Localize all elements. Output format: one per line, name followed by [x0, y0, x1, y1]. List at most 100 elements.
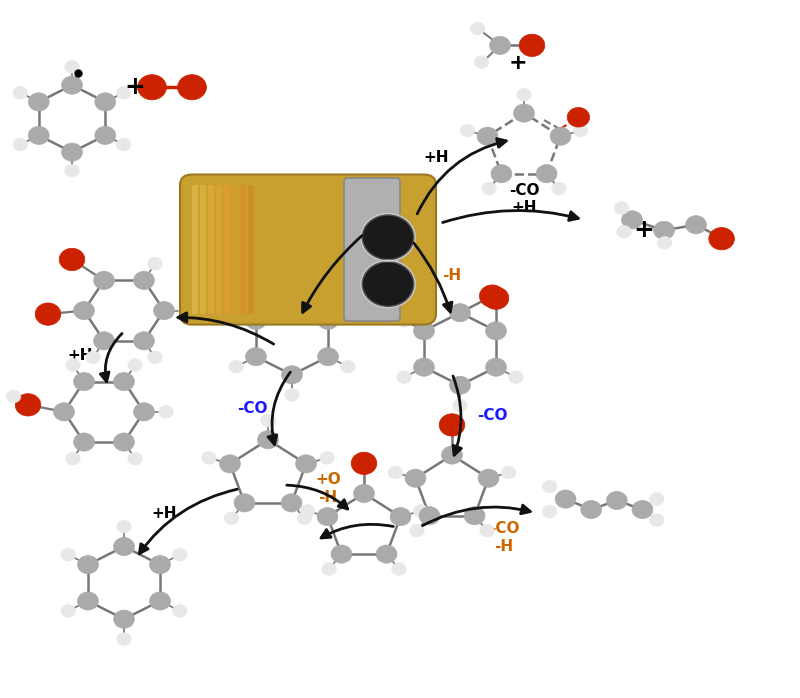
Circle shape	[322, 563, 336, 575]
Circle shape	[6, 390, 21, 403]
Circle shape	[460, 124, 474, 137]
Circle shape	[282, 366, 302, 384]
Circle shape	[567, 107, 590, 127]
Circle shape	[581, 500, 602, 519]
Circle shape	[128, 452, 142, 465]
Circle shape	[28, 93, 49, 111]
Circle shape	[229, 304, 243, 317]
Circle shape	[224, 512, 238, 525]
Circle shape	[62, 76, 82, 94]
Circle shape	[514, 104, 534, 122]
Circle shape	[15, 394, 41, 416]
Circle shape	[654, 221, 674, 239]
Circle shape	[14, 87, 28, 99]
Circle shape	[555, 490, 576, 508]
Circle shape	[574, 124, 588, 137]
Circle shape	[66, 452, 80, 465]
Circle shape	[35, 303, 61, 325]
Circle shape	[28, 126, 49, 144]
Circle shape	[478, 469, 499, 487]
Circle shape	[138, 75, 166, 100]
Circle shape	[134, 403, 154, 421]
Circle shape	[281, 493, 302, 512]
Circle shape	[490, 36, 510, 54]
Circle shape	[410, 524, 424, 537]
Circle shape	[300, 505, 314, 517]
Circle shape	[229, 360, 243, 373]
Circle shape	[519, 34, 545, 57]
Circle shape	[150, 556, 170, 574]
Circle shape	[234, 493, 255, 512]
Circle shape	[94, 272, 114, 290]
Circle shape	[388, 466, 402, 479]
Text: -CO: -CO	[477, 408, 507, 423]
Circle shape	[419, 507, 440, 525]
Text: -CO: -CO	[237, 401, 267, 416]
Text: +O
-H: +O -H	[315, 473, 341, 505]
Circle shape	[331, 545, 352, 563]
FancyBboxPatch shape	[232, 185, 238, 314]
FancyBboxPatch shape	[240, 185, 246, 314]
Circle shape	[78, 592, 98, 610]
Circle shape	[439, 414, 465, 436]
Circle shape	[450, 304, 470, 322]
Circle shape	[148, 258, 162, 270]
Circle shape	[298, 512, 312, 525]
FancyBboxPatch shape	[248, 185, 254, 314]
Circle shape	[173, 604, 187, 617]
Circle shape	[341, 360, 355, 373]
Circle shape	[54, 403, 74, 421]
Circle shape	[392, 563, 406, 575]
Circle shape	[477, 127, 498, 145]
Circle shape	[650, 514, 664, 526]
Circle shape	[414, 505, 428, 517]
Circle shape	[66, 359, 80, 371]
Text: -H: -H	[442, 268, 462, 283]
Circle shape	[650, 493, 664, 505]
Circle shape	[74, 433, 94, 451]
Circle shape	[298, 280, 324, 302]
Circle shape	[617, 225, 631, 238]
Circle shape	[470, 22, 485, 35]
Circle shape	[114, 373, 134, 391]
Circle shape	[658, 237, 672, 249]
Circle shape	[14, 138, 28, 151]
Circle shape	[464, 507, 485, 525]
Circle shape	[285, 389, 299, 401]
Text: +H: +H	[151, 505, 177, 521]
Circle shape	[414, 322, 434, 340]
Circle shape	[117, 520, 131, 533]
Circle shape	[354, 484, 374, 503]
Circle shape	[74, 302, 94, 320]
Circle shape	[450, 376, 470, 394]
Circle shape	[114, 610, 134, 628]
Ellipse shape	[362, 215, 414, 260]
Circle shape	[376, 545, 397, 563]
Circle shape	[219, 455, 240, 473]
Circle shape	[65, 61, 79, 73]
Circle shape	[116, 138, 130, 151]
Circle shape	[62, 143, 82, 161]
Circle shape	[390, 507, 411, 526]
Circle shape	[414, 358, 434, 376]
Circle shape	[536, 165, 557, 183]
Text: +: +	[634, 218, 654, 242]
Text: +: +	[509, 53, 528, 73]
Circle shape	[246, 348, 266, 366]
Circle shape	[453, 399, 467, 412]
Text: +H: +H	[423, 149, 449, 165]
Circle shape	[86, 351, 100, 364]
Circle shape	[397, 315, 411, 327]
Circle shape	[479, 285, 505, 307]
Circle shape	[61, 549, 75, 561]
Circle shape	[318, 348, 338, 366]
Circle shape	[114, 433, 134, 451]
Text: +O: +O	[201, 310, 226, 325]
Circle shape	[202, 452, 216, 464]
Circle shape	[320, 452, 334, 464]
FancyBboxPatch shape	[344, 178, 400, 321]
Circle shape	[158, 406, 174, 418]
Circle shape	[482, 182, 496, 195]
Text: +: +	[124, 75, 145, 99]
FancyBboxPatch shape	[216, 185, 222, 314]
